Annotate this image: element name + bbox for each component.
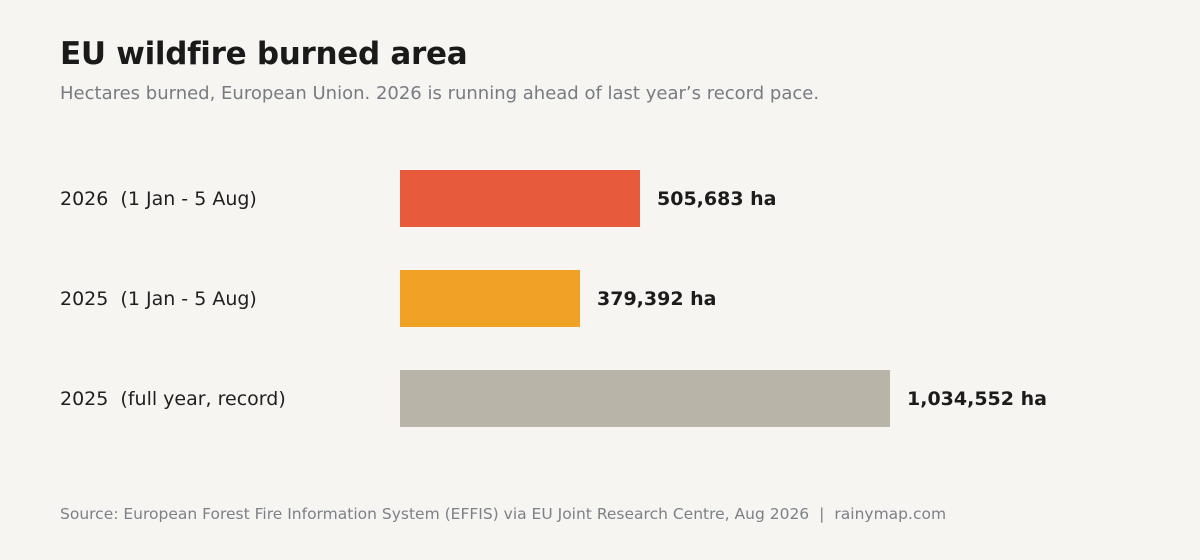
bar xyxy=(400,370,890,427)
source-text: Source: European Forest Fire Information… xyxy=(60,505,810,523)
value-label: 505,683 ha xyxy=(657,187,777,210)
bar xyxy=(400,270,580,327)
category-label: 2025 (1 Jan - 5 Aug) xyxy=(60,287,257,310)
site-link[interactable]: rainymap.com xyxy=(834,505,947,523)
category-label: 2026 (1 Jan - 5 Aug) xyxy=(60,187,257,210)
value-label: 379,392 ha xyxy=(597,287,717,310)
bar xyxy=(400,170,640,227)
category-label: 2025 (full year, record) xyxy=(60,387,286,410)
source-separator: | xyxy=(819,505,825,523)
chart-title: EU wildfire burned area xyxy=(60,36,468,72)
value-label: 1,034,552 ha xyxy=(907,387,1047,410)
chart-subtitle: Hectares burned, European Union. 2026 is… xyxy=(60,83,820,104)
source-note: Source: European Forest Fire Information… xyxy=(60,505,946,523)
